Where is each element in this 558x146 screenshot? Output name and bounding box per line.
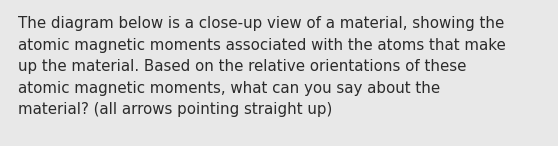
Text: The diagram below is a close-up view of a material, showing the
atomic magnetic : The diagram below is a close-up view of … xyxy=(18,16,506,117)
